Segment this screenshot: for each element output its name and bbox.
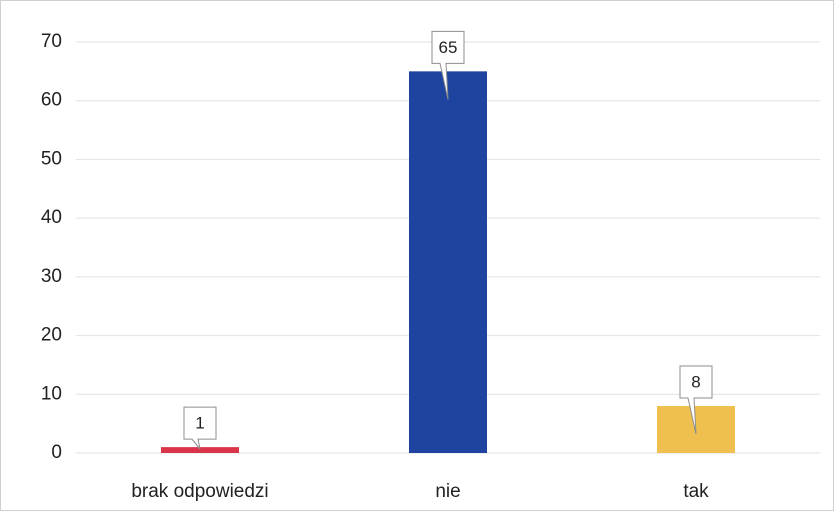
data-label: 65 — [439, 38, 458, 57]
x-tick-label: tak — [683, 481, 709, 502]
y-tick-label: 30 — [41, 266, 62, 287]
y-tick-label: 20 — [41, 325, 62, 346]
data-label: 8 — [691, 373, 700, 392]
data-label-callout — [431, 30, 465, 100]
y-tick-label: 0 — [51, 442, 62, 463]
y-tick-label: 50 — [41, 148, 62, 169]
x-tick-label: brak odpowiedzi — [131, 481, 268, 502]
y-tick-label: 40 — [41, 207, 62, 228]
y-tick-label: 60 — [41, 90, 62, 111]
data-label: 1 — [195, 414, 204, 433]
data-label-callout — [679, 365, 713, 435]
x-tick-label: nie — [435, 481, 460, 502]
y-tick-label: 10 — [41, 383, 62, 404]
bar — [409, 71, 487, 453]
y-tick-label: 70 — [41, 31, 62, 52]
data-label-callout — [183, 406, 217, 450]
bar — [161, 447, 239, 453]
